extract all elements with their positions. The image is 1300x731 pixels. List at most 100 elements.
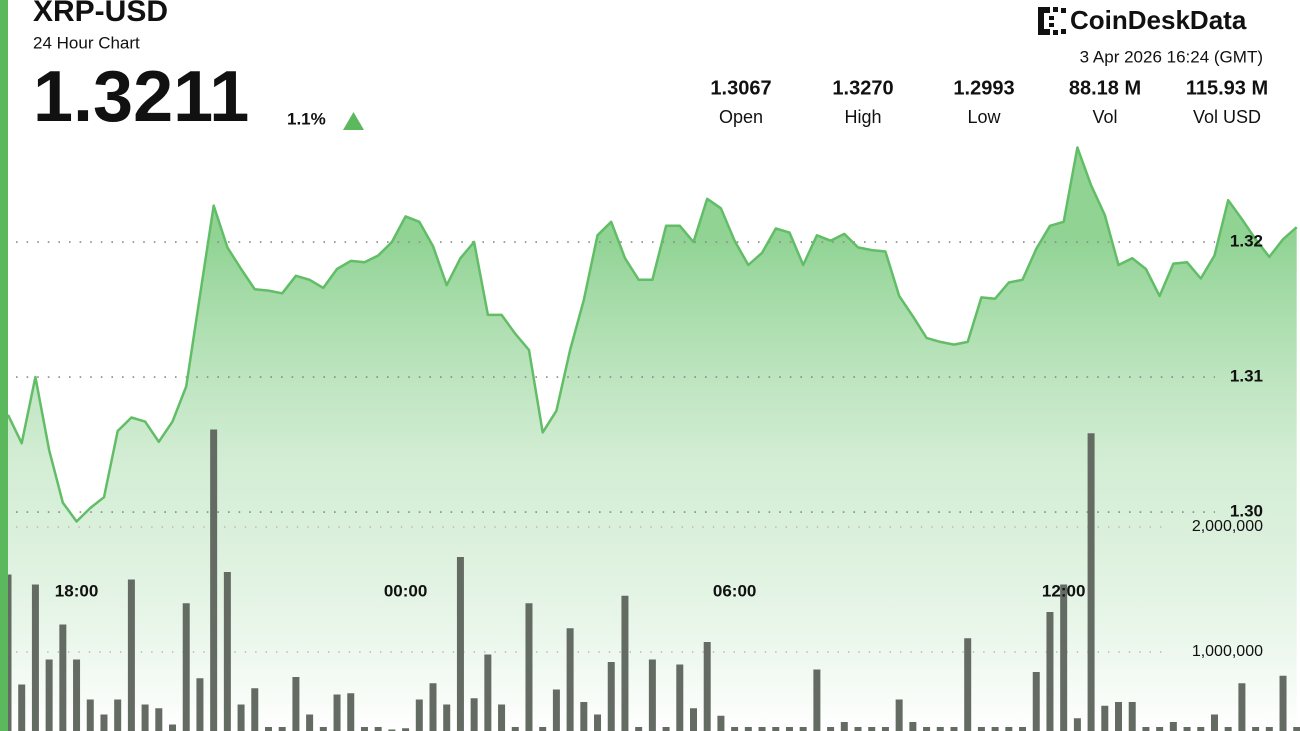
symbol: XRP-USD	[33, 0, 168, 28]
x-tick-label: 18:00	[55, 581, 98, 600]
volume-bar	[402, 728, 410, 731]
volume-bar	[690, 708, 697, 731]
volume-bar	[1156, 727, 1164, 731]
volume-bar	[196, 678, 204, 731]
volume-bar	[1210, 714, 1218, 731]
volume-bar	[1019, 727, 1027, 731]
volume-bar	[635, 727, 643, 731]
stat-value: 1.2993	[953, 77, 1014, 99]
volume-bar	[333, 694, 341, 731]
volume-bar	[580, 702, 588, 731]
x-tick-label: 12:00	[1042, 581, 1085, 600]
volume-bar	[360, 727, 368, 731]
volume-bar	[73, 659, 81, 731]
volume-bar	[854, 727, 862, 731]
volume-bar	[662, 727, 670, 731]
volume-bar	[484, 654, 492, 731]
volume-bar	[813, 669, 821, 731]
volume-bar	[594, 714, 602, 731]
volume-bar	[868, 727, 876, 731]
volume-bar	[388, 729, 396, 731]
y-tick-label: 1.31	[1230, 367, 1263, 386]
volume-bar	[292, 677, 300, 731]
volume-bar	[785, 727, 793, 731]
volume-bar	[45, 659, 53, 731]
volume-bar	[374, 727, 382, 731]
volume-bar	[717, 715, 725, 731]
volume-bar	[1115, 702, 1123, 731]
volume-bar	[1142, 727, 1150, 731]
volume-bar	[182, 603, 190, 731]
volume-bar	[498, 704, 506, 731]
volume-bar	[31, 584, 39, 731]
price: 1.3211	[33, 57, 249, 137]
volume-bar	[731, 727, 739, 731]
volume-bar	[1087, 433, 1095, 731]
volume-bar	[1265, 727, 1273, 731]
volume-bar	[264, 727, 272, 731]
volume-bar	[1169, 722, 1177, 731]
y-tick-label: 1.32	[1230, 232, 1263, 251]
volume-bar	[525, 603, 533, 731]
stat-value: 1.3067	[710, 77, 771, 99]
volume-bar	[840, 722, 848, 731]
volume-bar	[703, 642, 711, 731]
volume-bar	[1060, 584, 1068, 731]
volume-bar	[964, 638, 972, 731]
volume-bar	[127, 579, 135, 731]
stat-label: Open	[719, 107, 763, 127]
volume-bar	[936, 727, 944, 731]
volume-bar	[1032, 672, 1040, 731]
volume-bar	[114, 699, 122, 731]
volume-bar	[950, 727, 958, 731]
volume-bar	[223, 572, 231, 731]
volume-bar	[895, 699, 903, 731]
volume-bar	[758, 727, 766, 731]
volume-bar	[566, 628, 574, 731]
volume-bar	[155, 708, 163, 731]
volume-bar	[799, 727, 807, 731]
stat-label: Low	[967, 107, 1001, 127]
volume-bar	[347, 693, 355, 731]
volume-bar	[210, 429, 218, 731]
volume-bar	[648, 659, 656, 731]
stat-label: High	[844, 107, 881, 127]
volume-bar	[1073, 718, 1081, 731]
volume-bar	[237, 704, 245, 731]
volume-bar	[306, 714, 314, 731]
volume-bar	[923, 727, 931, 731]
volume-bar	[470, 698, 478, 731]
volume-bar	[991, 727, 999, 731]
volume-bar	[319, 727, 327, 731]
volume-bar	[141, 704, 149, 731]
volume-bar	[1128, 702, 1136, 731]
volume-bar	[251, 688, 259, 731]
subtitle: 24 Hour Chart	[33, 33, 140, 52]
volume-bar	[429, 683, 437, 731]
volume-bar	[827, 727, 835, 731]
volume-bar	[456, 557, 464, 731]
volume-bar	[443, 704, 451, 731]
volume-bar	[59, 624, 67, 731]
stats: 1.3067 Open 1.3270 High 1.2993 Low 88.18 M Vol 1…	[710, 77, 1268, 126]
volume-bar	[1238, 683, 1246, 731]
stat-label: Vol	[1092, 107, 1117, 127]
volume-bar	[18, 684, 26, 731]
volume-bar	[1293, 727, 1300, 731]
volume-bar	[977, 727, 985, 731]
price-area	[8, 147, 1297, 731]
x-tick-label: 06:00	[713, 581, 756, 600]
volume-bar	[1046, 612, 1054, 731]
volume-bar	[1197, 727, 1205, 731]
volume-bar	[1183, 727, 1191, 731]
volume-bar	[278, 727, 286, 731]
stat-label: Vol USD	[1193, 107, 1261, 127]
volume-bar	[415, 699, 423, 731]
accent-bar	[0, 0, 8, 731]
volume-bar	[511, 727, 519, 731]
volume-bar	[1224, 727, 1232, 731]
change: 1.1%	[287, 109, 326, 128]
volume-bar	[1101, 705, 1109, 731]
